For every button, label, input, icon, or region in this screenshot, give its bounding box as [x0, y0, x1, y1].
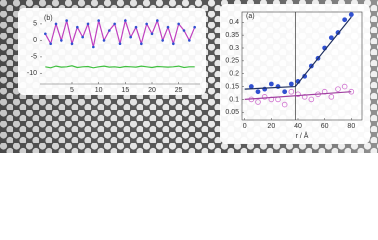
- x-tick-label: 10: [95, 87, 103, 94]
- x-tick-label: 0: [243, 123, 247, 130]
- data-point: [288, 88, 295, 95]
- x-tick-label: 25: [175, 87, 183, 94]
- data-point: [81, 35, 84, 39]
- data-point: [150, 32, 154, 36]
- data-point: [282, 89, 288, 95]
- x-tick-label: 60: [321, 123, 329, 130]
- plot-frame: [241, 11, 363, 121]
- data-line: [45, 65, 195, 69]
- y-tick-label: 0.35: [225, 32, 239, 39]
- data-point: [118, 42, 122, 45]
- data-point: [295, 91, 301, 98]
- data-point: [341, 83, 348, 90]
- data-line: [244, 91, 352, 100]
- data-point: [76, 25, 79, 29]
- data-point: [255, 99, 261, 105]
- data-point: [308, 96, 315, 103]
- data-point: [161, 39, 164, 42]
- data-point: [156, 19, 159, 22]
- data-point: [193, 25, 196, 29]
- data-point: [172, 42, 175, 45]
- data-point: [92, 45, 95, 49]
- x-tick-label: 5: [70, 87, 74, 94]
- y-tick-label: 0.25: [225, 58, 239, 65]
- data-point: [281, 101, 288, 108]
- data-point: [140, 42, 143, 45]
- data-point: [54, 22, 58, 26]
- data-point: [124, 19, 127, 22]
- y-tick-label: 0.05: [225, 109, 239, 116]
- data-point: [102, 39, 106, 42]
- y-tick-label: 0.3: [229, 45, 239, 52]
- inset-panel: [18, 8, 206, 95]
- y-tick-label: 0: [33, 37, 37, 44]
- x-tick-label: 20: [148, 87, 156, 94]
- data-point: [275, 84, 281, 89]
- data-point: [166, 25, 170, 29]
- x-tick-label: 40: [294, 123, 302, 130]
- data-point: [348, 12, 354, 17]
- data-point: [188, 39, 191, 42]
- y-tick-label: 0.2: [229, 71, 239, 78]
- data-point: [49, 42, 52, 45]
- y-tick-label: -5: [31, 54, 37, 61]
- data-point: [70, 42, 74, 45]
- x-tick-label: 20: [267, 123, 275, 130]
- figure: (b) 5 0 -5 -10 5 10 15 20 25 (a) 0.05 0.1 0.15 0.2 0.25…: [0, 0, 378, 153]
- data-point: [335, 86, 341, 92]
- y-tick-label: 0.4: [229, 19, 239, 26]
- data-point: [255, 89, 261, 95]
- data-line: [244, 16, 352, 90]
- data-point: [248, 84, 254, 89]
- data-point: [97, 19, 100, 22]
- x-tick-label: 15: [121, 87, 129, 94]
- data-point: [342, 17, 348, 23]
- data-point: [268, 81, 274, 87]
- data-point: [301, 94, 308, 100]
- data-point: [177, 22, 180, 26]
- data-point: [302, 73, 308, 79]
- panel-label: (b): [44, 15, 53, 22]
- data-point: [113, 22, 116, 26]
- data-point: [134, 25, 138, 29]
- y-tick-label: 0.1: [229, 96, 239, 103]
- data-point: [328, 94, 335, 100]
- panel-label: (a): [246, 13, 255, 20]
- y-tick-label: -10: [27, 70, 37, 77]
- data-point: [288, 81, 294, 87]
- data-point: [86, 22, 90, 26]
- data-point: [65, 19, 68, 22]
- x-tick-label: 80: [347, 123, 355, 130]
- y-tick-label: 5: [33, 21, 37, 28]
- data-point: [328, 35, 334, 41]
- data-point: [108, 29, 111, 32]
- y-tick-label: 0.15: [225, 83, 239, 90]
- data-point: [145, 22, 148, 26]
- x-axis-label: r / Å: [296, 131, 309, 140]
- data-point: [129, 35, 132, 39]
- data-point: [60, 39, 63, 42]
- data-point: [261, 94, 268, 100]
- data-point: [44, 32, 47, 36]
- data-point: [182, 29, 186, 32]
